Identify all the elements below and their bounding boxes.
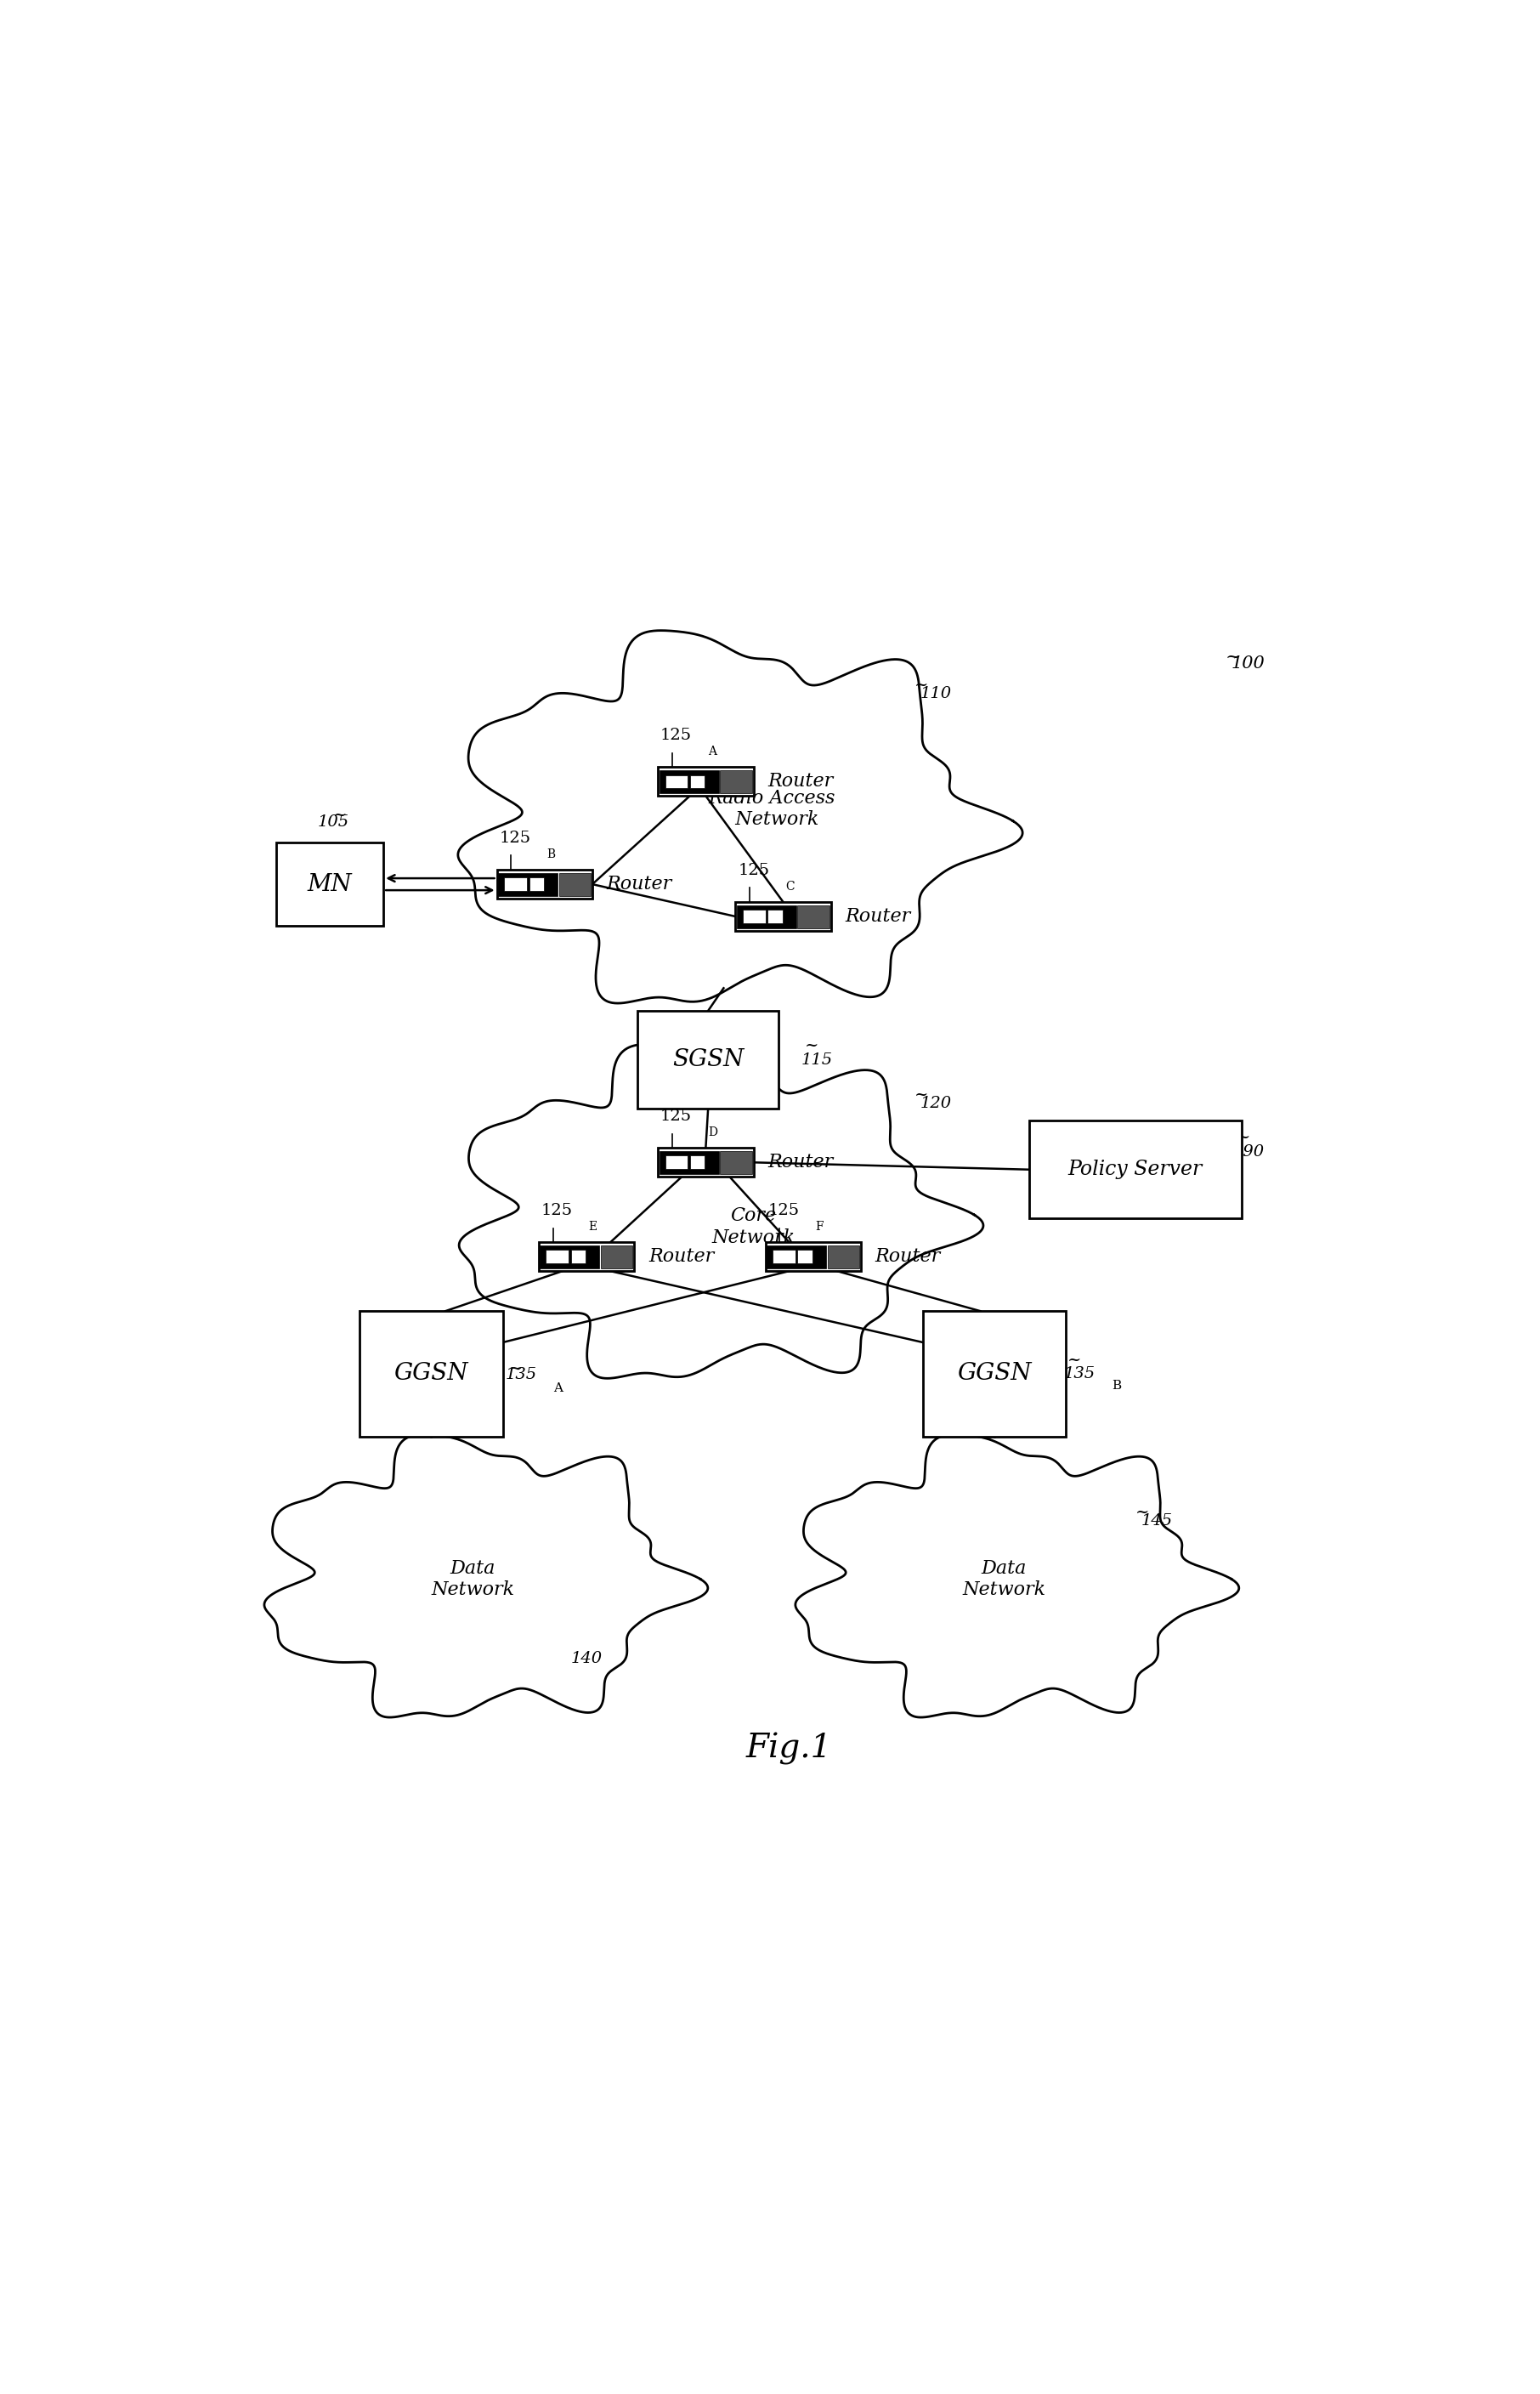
FancyBboxPatch shape [504, 879, 527, 891]
Text: 125: 125 [768, 1204, 799, 1219]
Polygon shape [265, 1434, 708, 1716]
Text: Data
Network: Data Network [431, 1558, 514, 1599]
Polygon shape [795, 1434, 1240, 1716]
FancyBboxPatch shape [571, 1250, 585, 1264]
Polygon shape [457, 630, 1023, 1003]
Text: Fig.1: Fig.1 [747, 1733, 832, 1764]
FancyBboxPatch shape [638, 1010, 779, 1108]
Text: GGSN: GGSN [958, 1362, 1032, 1386]
Text: 100: 100 [1230, 656, 1264, 673]
Text: GGSN: GGSN [394, 1362, 468, 1386]
Text: ~: ~ [915, 678, 929, 692]
Text: ~: ~ [333, 807, 346, 824]
Text: Radio Access
  Network: Radio Access Network [708, 790, 835, 828]
FancyBboxPatch shape [659, 1152, 719, 1173]
FancyBboxPatch shape [497, 869, 593, 898]
FancyBboxPatch shape [738, 905, 796, 929]
Text: 115: 115 [801, 1051, 833, 1068]
Text: 145: 145 [1141, 1513, 1173, 1530]
FancyBboxPatch shape [690, 1156, 705, 1168]
FancyBboxPatch shape [768, 910, 782, 924]
FancyBboxPatch shape [601, 1245, 633, 1269]
FancyBboxPatch shape [922, 1312, 1066, 1436]
Text: ~: ~ [508, 1360, 522, 1377]
Text: 125: 125 [661, 1108, 691, 1125]
Text: ~: ~ [915, 1087, 929, 1104]
Text: 125: 125 [499, 831, 531, 845]
FancyBboxPatch shape [658, 766, 753, 795]
Text: 135: 135 [505, 1367, 537, 1381]
Text: Router: Router [607, 874, 673, 893]
Text: 125: 125 [738, 862, 770, 879]
FancyBboxPatch shape [659, 771, 719, 792]
FancyBboxPatch shape [690, 776, 705, 788]
Text: Router: Router [875, 1247, 941, 1266]
FancyBboxPatch shape [359, 1312, 502, 1436]
Text: ~: ~ [1135, 1506, 1149, 1520]
FancyBboxPatch shape [530, 879, 544, 891]
Text: 140: 140 [571, 1652, 602, 1666]
Text: Router: Router [648, 1247, 715, 1266]
FancyBboxPatch shape [736, 903, 832, 931]
FancyBboxPatch shape [767, 1245, 825, 1269]
Text: A: A [708, 747, 716, 757]
FancyBboxPatch shape [276, 843, 383, 926]
Text: 110: 110 [921, 687, 952, 701]
FancyBboxPatch shape [541, 1245, 599, 1269]
Text: MN: MN [308, 874, 353, 895]
Text: Policy Server: Policy Server [1069, 1159, 1203, 1180]
Text: Data
Network: Data Network [962, 1558, 1046, 1599]
FancyBboxPatch shape [721, 1152, 752, 1173]
FancyBboxPatch shape [1029, 1120, 1241, 1219]
FancyBboxPatch shape [559, 874, 591, 895]
FancyBboxPatch shape [658, 1149, 753, 1178]
FancyBboxPatch shape [773, 1250, 795, 1264]
Text: ~: ~ [805, 1039, 819, 1053]
Text: Router: Router [845, 907, 912, 926]
Text: ~: ~ [1067, 1353, 1081, 1367]
Text: 190: 190 [1234, 1144, 1264, 1159]
Text: Core
Network: Core Network [711, 1207, 795, 1247]
Text: A: A [553, 1381, 562, 1393]
Text: C: C [785, 881, 795, 893]
FancyBboxPatch shape [499, 874, 557, 895]
Text: 105: 105 [317, 814, 350, 828]
FancyBboxPatch shape [798, 1250, 813, 1264]
Text: ~: ~ [1237, 1130, 1250, 1144]
Text: Router: Router [768, 773, 833, 790]
FancyBboxPatch shape [765, 1242, 861, 1271]
Polygon shape [459, 1044, 984, 1379]
FancyBboxPatch shape [539, 1242, 634, 1271]
Text: D: D [708, 1128, 718, 1140]
FancyBboxPatch shape [798, 905, 830, 929]
Text: 125: 125 [541, 1204, 573, 1219]
Text: ~: ~ [1224, 649, 1241, 666]
Text: B: B [1112, 1379, 1121, 1391]
Text: 125: 125 [661, 728, 691, 745]
FancyBboxPatch shape [547, 1250, 568, 1264]
Text: SGSN: SGSN [673, 1049, 744, 1070]
Text: 135: 135 [1064, 1367, 1095, 1381]
Text: Router: Router [768, 1154, 833, 1171]
FancyBboxPatch shape [721, 771, 752, 792]
Text: 120: 120 [921, 1096, 952, 1111]
Text: F: F [816, 1221, 824, 1233]
FancyBboxPatch shape [827, 1245, 859, 1269]
Text: B: B [547, 847, 556, 859]
FancyBboxPatch shape [742, 910, 765, 924]
FancyBboxPatch shape [665, 1156, 688, 1168]
FancyBboxPatch shape [665, 776, 688, 788]
Text: E: E [588, 1221, 598, 1233]
